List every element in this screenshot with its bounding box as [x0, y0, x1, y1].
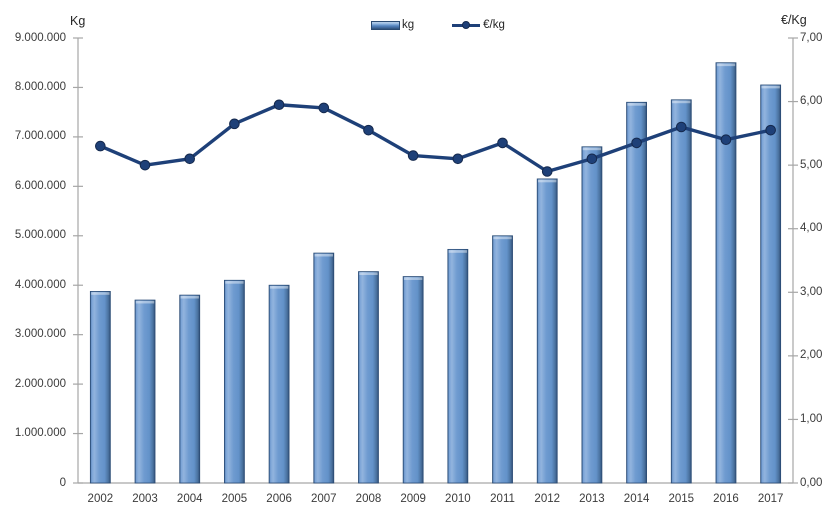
right-axis-title: €/Kg [781, 13, 807, 27]
bar-2004 [179, 294, 201, 484]
bar-2002 [89, 291, 111, 484]
x-axis-label: 2004 [176, 493, 203, 505]
price-point-2004 [184, 153, 196, 165]
left-axis-tick-label: 7.000.000 [14, 130, 66, 143]
bar-2013 [581, 146, 603, 484]
right-axis-tick-label: 6,00 [800, 95, 823, 108]
bar-2015 [670, 99, 692, 484]
bar-2010 [447, 248, 469, 484]
left-axis-title: Kg [70, 14, 86, 28]
bar-2003 [134, 299, 156, 484]
x-axis-label: 2007 [310, 493, 337, 505]
right-axis-tick-label: 1,00 [800, 412, 823, 425]
x-axis-label: 2003 [132, 493, 158, 505]
left-axis-tick-label: 8.000.000 [14, 80, 66, 93]
left-axis-tick-label: 2.000.000 [14, 377, 66, 390]
bar-2009 [402, 276, 424, 484]
legend-line-swatch-icon [452, 20, 481, 29]
bar-top-bevel [493, 236, 512, 240]
left-axis-tick-label: 4.000.000 [14, 278, 66, 291]
price-point-2009 [407, 150, 419, 161]
right-axis-tick-label: 7,00 [800, 31, 823, 44]
price-point-2013 [586, 153, 598, 165]
legend-eur-per-kg-label: €/kg [483, 19, 505, 31]
bar-top-bevel [582, 147, 602, 151]
x-axis-label: 2009 [400, 493, 426, 505]
legend-line-marker-icon [462, 20, 471, 29]
legend-bar-swatch-icon [371, 20, 400, 30]
x-axis-label: 2006 [266, 493, 292, 505]
bar-top-bevel [448, 250, 468, 253]
left-axis-tick-label: 0 [59, 476, 66, 489]
price-line [98, 103, 773, 174]
bar-top-bevel [225, 281, 244, 284]
price-point-2010 [452, 153, 464, 165]
price-point-2012 [541, 166, 553, 177]
legend: kg €/kg [371, 19, 505, 31]
right-axis-tick-label: 0,00 [800, 476, 823, 489]
price-point-2016 [720, 134, 732, 146]
price-point-2011 [497, 137, 508, 149]
bar-2016 [715, 62, 737, 484]
bar-top-bevel [359, 272, 378, 276]
bar-top-bevel [91, 292, 110, 295]
price-point-2008 [363, 124, 374, 136]
left-axis-tick-label: 5.000.000 [14, 229, 66, 242]
x-axis-label: 2005 [221, 493, 248, 505]
x-axis-label: 2014 [623, 493, 650, 505]
bar-2014 [626, 101, 647, 484]
bar-2011 [492, 235, 513, 484]
x-axis-label: 2015 [668, 493, 695, 505]
right-axis-tick-label: 3,00 [800, 285, 823, 298]
price-point-2002 [95, 140, 106, 152]
bar-top-bevel [716, 63, 736, 67]
price-point-2014 [631, 137, 642, 149]
right-axis-tick-label: 5,00 [800, 158, 823, 171]
bar-2012 [536, 178, 558, 484]
price-point-2006 [273, 99, 285, 111]
bar-top-bevel [314, 253, 333, 257]
right-axis-tick-label: 2,00 [800, 349, 823, 362]
bar-2007 [313, 252, 335, 484]
x-axis-label: 2008 [355, 493, 382, 505]
price-point-2005 [229, 118, 240, 130]
bar-2017 [760, 84, 782, 484]
bar-top-bevel [672, 100, 691, 104]
left-axis-tick-label: 1.000.000 [14, 427, 66, 440]
left-axis-tick-label: 3.000.000 [14, 328, 66, 341]
x-axis-label: 2013 [579, 493, 605, 505]
x-axis-label: 2016 [713, 493, 739, 505]
left-axis-tick-label: 6.000.000 [14, 179, 66, 192]
bar-2005 [224, 279, 245, 484]
bar-2008 [358, 271, 379, 484]
price-point-2015 [675, 121, 687, 133]
x-axis-label: 2012 [534, 493, 561, 505]
bar-top-bevel [627, 103, 646, 106]
x-axis-label: 2010 [445, 493, 471, 505]
right-axis-tick-label: 4,00 [800, 222, 823, 235]
bar-top-bevel [135, 300, 155, 304]
x-axis-label: 2002 [87, 493, 114, 505]
bar-2006 [268, 284, 290, 484]
price-point-2017 [765, 124, 776, 136]
bar-top-bevel [761, 85, 780, 89]
price-point-2007 [318, 102, 330, 114]
left-axis-tick-label: 9.000.000 [14, 31, 66, 44]
price-point-2003 [139, 159, 151, 171]
x-axis-label: 2017 [757, 493, 784, 505]
legend-kg-label: kg [402, 19, 415, 31]
bar-top-bevel [269, 286, 289, 289]
bar-top-bevel [180, 295, 199, 299]
bar-top-bevel [403, 277, 423, 280]
bar-top-bevel [538, 179, 557, 183]
x-axis-label: 2011 [490, 493, 515, 505]
